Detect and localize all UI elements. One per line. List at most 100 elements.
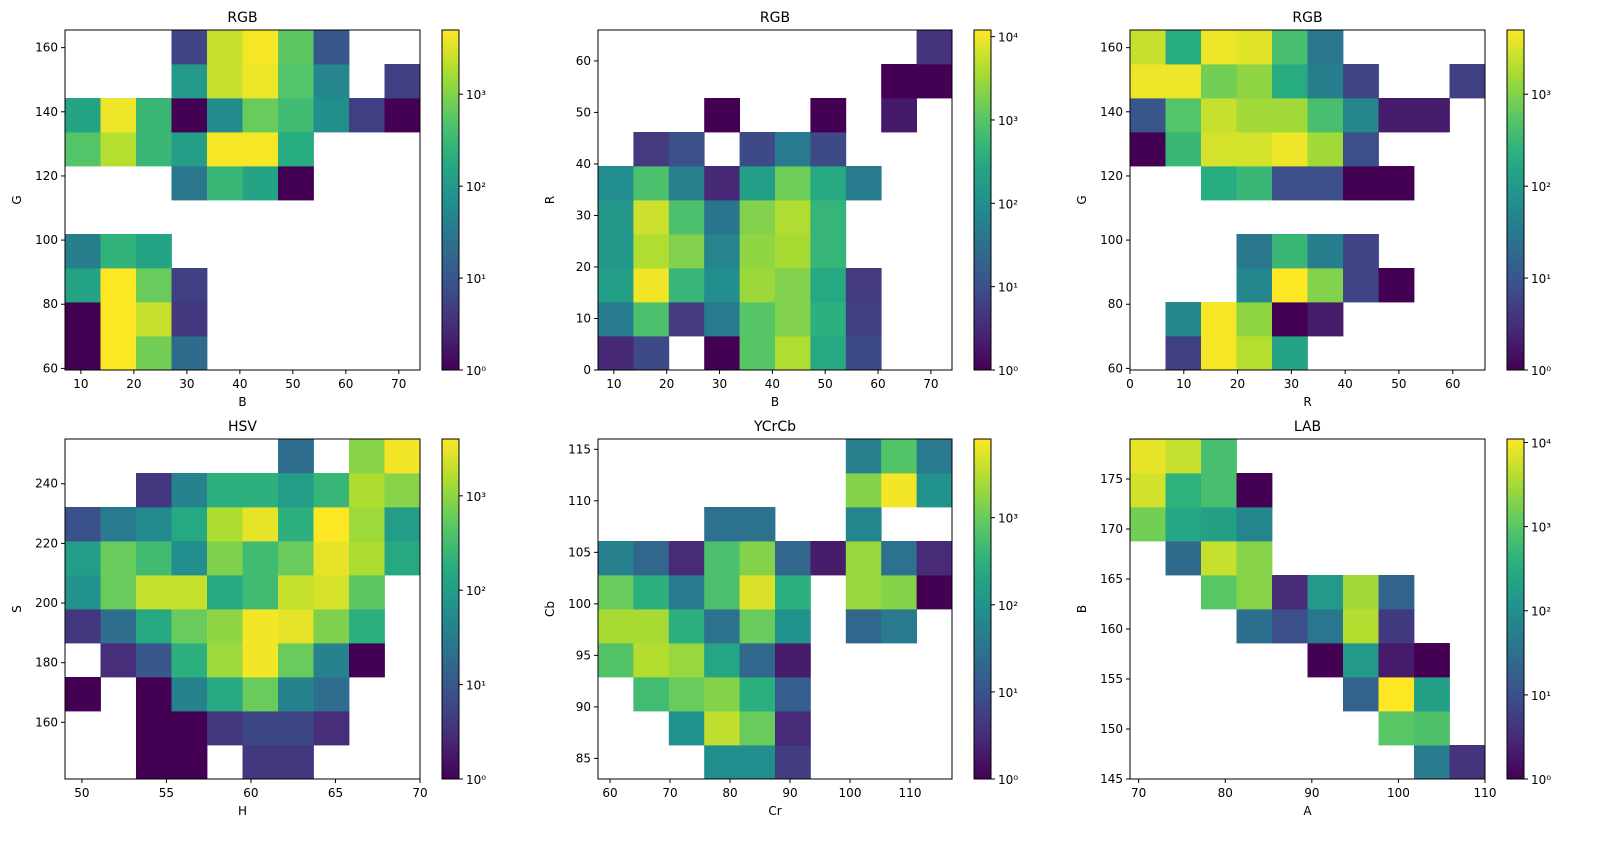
heatmap-cell — [171, 711, 208, 746]
heatmap-cell — [704, 745, 740, 780]
plot-frame — [597, 29, 953, 371]
heatmap-cell — [278, 439, 314, 474]
heatmap-cell — [136, 302, 172, 337]
colorbar-tick-label: 10⁴ — [998, 31, 1018, 45]
heatmap-cell — [1272, 336, 1308, 371]
heatmap-cell — [598, 234, 634, 269]
heatmap-cell — [668, 609, 705, 644]
heatmap-cell — [704, 166, 740, 201]
x-tick-label: 40 — [1338, 377, 1353, 391]
y-tick-label: 0 — [583, 363, 591, 377]
heatmap-cell — [242, 677, 279, 712]
heatmap-cell — [207, 166, 243, 201]
heatmap-cell — [1307, 609, 1344, 644]
heatmap-panel-3: 0 10 20 30 40 50 60 60 80 100 120 140 160 RGB R G 10⁰ 10¹… — [1075, 10, 1551, 409]
heatmap-cell — [881, 541, 917, 576]
heatmap-cell — [916, 473, 953, 508]
heatmap-cell — [739, 711, 776, 746]
x-tick-label: 60 — [243, 786, 258, 800]
heatmap-cell — [171, 98, 208, 133]
colorbar-gradient — [1506, 438, 1525, 780]
colorbar-tick-label: 10⁰ — [1531, 364, 1551, 378]
x-tick-label: 110 — [899, 786, 922, 800]
heatmap-cell — [845, 336, 882, 371]
heatmap-cell — [704, 268, 740, 303]
heatmap-cell — [278, 132, 314, 167]
heatmap-cell — [1165, 98, 1202, 133]
colorbar-tick-label: 10³ — [1531, 88, 1551, 102]
heatmap-cell — [313, 575, 350, 610]
heatmap-cell — [136, 473, 172, 508]
heatmap-cell — [775, 609, 811, 644]
panel-title: HSV — [228, 419, 257, 435]
heatmap-cell — [845, 473, 882, 508]
heatmap-cell — [1165, 132, 1202, 167]
heatmap-cell — [242, 575, 279, 610]
heatmap-cell — [1236, 234, 1273, 269]
x-axis-label: B — [771, 395, 779, 409]
heatmap-cell — [668, 268, 705, 303]
heatmap-cell — [207, 507, 243, 542]
heatmap-cell — [598, 575, 634, 610]
heatmap-cell — [1343, 234, 1379, 269]
heatmap-cell — [739, 609, 776, 644]
x-tick-label: 20 — [1230, 377, 1245, 391]
heatmap-cell — [668, 234, 705, 269]
heatmap-cell — [598, 541, 634, 576]
heatmap-cell — [598, 336, 634, 371]
heatmap-cell — [633, 200, 670, 235]
heatmap-cell — [845, 507, 882, 542]
y-tick-label: 50 — [576, 105, 591, 119]
heatmap-cell — [1165, 64, 1202, 99]
heatmap-cell — [1236, 166, 1273, 201]
heatmap-cell — [739, 132, 776, 167]
heatmap-cells — [598, 30, 953, 371]
heatmap-cell — [65, 336, 101, 371]
colorbar-gradient — [441, 438, 460, 780]
heatmap-cell — [100, 643, 137, 678]
heatmap-cell — [1130, 64, 1166, 99]
heatmap-cell — [349, 507, 385, 542]
colorbar-tick-label: 10¹ — [1531, 272, 1551, 286]
heatmap-cell — [242, 98, 279, 133]
heatmap-cell — [633, 132, 670, 167]
heatmap-cell — [916, 30, 953, 65]
heatmap-cell — [1449, 64, 1486, 99]
heatmap-cell — [1165, 336, 1202, 371]
heatmap-cell — [1201, 473, 1237, 508]
y-tick-label: 160 — [35, 41, 58, 55]
y-tick-label: 120 — [1100, 169, 1123, 183]
heatmap-cell — [207, 64, 243, 99]
heatmap-cell — [1343, 64, 1379, 99]
heatmap-cell — [1201, 166, 1237, 201]
heatmap-cell — [633, 268, 670, 303]
y-tick-label: 145 — [1100, 772, 1123, 786]
heatmap-cell — [739, 745, 776, 780]
x-tick-label: 100 — [839, 786, 862, 800]
heatmap-cell — [1343, 98, 1379, 133]
heatmap-cell — [916, 439, 953, 474]
heatmap-cell — [65, 268, 101, 303]
heatmap-cell — [739, 166, 776, 201]
heatmap-cell — [242, 643, 279, 678]
heatmap-cell — [242, 64, 279, 99]
heatmap-cell — [1201, 30, 1237, 65]
heatmap-cell — [136, 132, 172, 167]
x-tick-label: 40 — [765, 377, 780, 391]
colorbar-tick-label: 10⁰ — [998, 364, 1018, 378]
heatmap-cell — [65, 234, 101, 269]
heatmap-cell — [810, 200, 847, 235]
colorbar-tick-label: 10⁰ — [466, 364, 486, 378]
heatmap-cell — [1165, 507, 1202, 542]
x-tick-label: 10 — [73, 377, 88, 391]
heatmap-cell — [100, 132, 137, 167]
colorbar-gradient — [973, 438, 992, 780]
heatmap-cell — [1236, 302, 1273, 337]
heatmap-cell — [242, 132, 279, 167]
heatmap-cells — [65, 439, 421, 780]
heatmap-cell — [633, 643, 670, 678]
heatmap-cell — [136, 541, 172, 576]
heatmap-cell — [845, 609, 882, 644]
heatmap-cell — [384, 64, 421, 99]
heatmap-cell — [278, 473, 314, 508]
